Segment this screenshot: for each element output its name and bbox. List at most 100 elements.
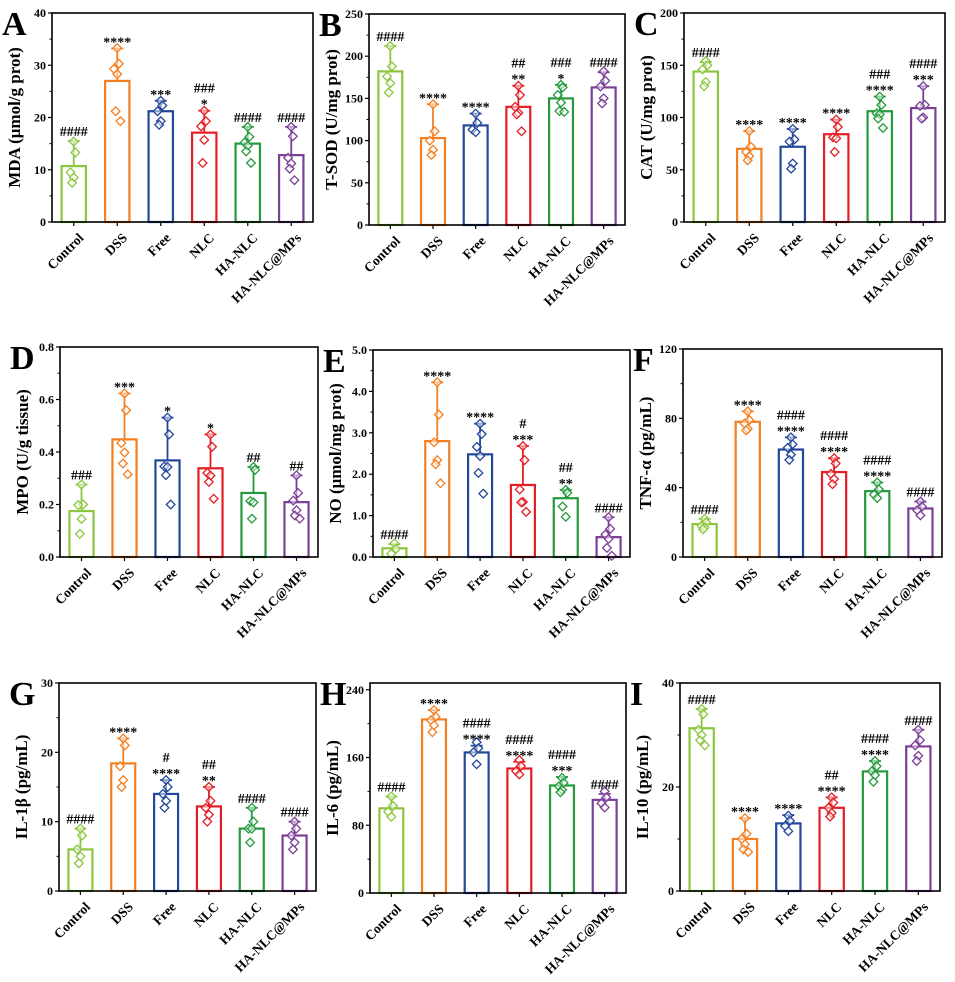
significance-stars: * [201, 98, 208, 113]
data-point [872, 492, 883, 504]
x-tick-label: Free [150, 899, 179, 928]
data-point [601, 792, 612, 803]
y-axis-title: TNF-α (pg/mL) [636, 397, 655, 510]
data-point [552, 89, 564, 101]
data-point [163, 429, 175, 440]
panel-letter: D [10, 340, 35, 377]
data-point [386, 791, 397, 802]
significance-stars: ** [202, 774, 216, 789]
y-tick-label: 100 [660, 111, 678, 125]
significance-hash: #### [595, 501, 623, 516]
data-point [119, 740, 131, 751]
data-point [560, 511, 571, 523]
significance-stars: **** [818, 784, 846, 799]
y-tick-label: 150 [660, 58, 678, 72]
significance-stars: ** [511, 73, 525, 88]
significance-hash: #### [60, 125, 88, 140]
data-point [242, 121, 253, 133]
data-point [916, 113, 927, 124]
data-point [468, 747, 479, 758]
significance-hash: #### [238, 792, 266, 807]
bar-ha-nlc-mps [905, 745, 932, 893]
bar-free [779, 145, 807, 224]
plot-frame [369, 682, 627, 894]
data-point [598, 66, 609, 77]
bar-ha-nlc [238, 827, 265, 893]
data-point [697, 64, 708, 75]
y-tick-label: 0 [672, 215, 678, 229]
significance-hash: ### [71, 469, 92, 484]
data-point [205, 429, 216, 440]
panel-letter: I [630, 676, 643, 713]
data-point [520, 506, 532, 518]
x-tick-label: NLC [501, 901, 532, 932]
significance-hash: ## [290, 459, 304, 474]
data-point [694, 734, 706, 746]
data-point [203, 781, 215, 793]
significance-stars: **** [103, 36, 131, 51]
data-point [698, 708, 709, 720]
data-point [246, 513, 258, 524]
significance-stars: **** [462, 101, 490, 116]
data-point [66, 177, 78, 189]
data-point [115, 115, 126, 127]
y-tick-label: 40 [665, 481, 677, 495]
data-point [595, 81, 606, 92]
y-axis-title: MPO (U/g tissue) [13, 389, 32, 515]
data-point [918, 80, 929, 92]
significance-stars: **** [822, 107, 850, 122]
significance-hash: # [519, 417, 526, 432]
data-point [249, 464, 261, 476]
data-point [877, 122, 889, 134]
significance-stars: **** [731, 805, 759, 820]
panel-letter: C [634, 6, 659, 43]
data-point [116, 437, 127, 449]
significance-hash: #### [863, 453, 891, 468]
significance-hash: #### [234, 111, 262, 126]
y-tick-label: 240 [346, 683, 364, 697]
data-point [515, 760, 527, 772]
x-tick-label: Control [44, 230, 86, 272]
data-point [208, 493, 219, 504]
panel-e: ENO (μmol/mg prot)####Control****DSS****… [323, 343, 631, 641]
significance-stars: **** [779, 116, 807, 131]
data-point [913, 724, 924, 736]
data-point [73, 858, 85, 869]
bar-nlc [822, 133, 850, 224]
data-point [914, 100, 926, 112]
significance-hash: #### [505, 733, 533, 748]
significance-stars: *** [150, 88, 171, 103]
bar-ha-nlc-mps [909, 106, 937, 224]
data-point [915, 510, 926, 521]
data-point [116, 781, 127, 793]
data-point [110, 106, 121, 117]
data-point [157, 100, 168, 111]
significance-stars: * [207, 421, 214, 436]
data-point [435, 478, 446, 489]
significance-stars: **** [466, 411, 494, 426]
significance-hash: #### [820, 429, 848, 444]
data-point [824, 811, 836, 822]
y-tick-label: 120 [659, 342, 677, 356]
data-point [386, 61, 398, 72]
data-point [152, 106, 163, 117]
y-tick-label: 0.0 [352, 550, 367, 564]
panel-letter: A [2, 6, 27, 43]
y-tick-label: 10 [41, 815, 53, 829]
y-tick-label: 10 [34, 163, 46, 177]
data-point [513, 80, 524, 91]
y-tick-label: 250 [345, 7, 363, 21]
bar-control [688, 727, 715, 893]
y-tick-label: 0 [671, 550, 677, 564]
data-point [76, 479, 87, 490]
data-point [246, 823, 257, 834]
data-point [471, 441, 483, 453]
data-point [284, 163, 295, 174]
significance-stars: **** [152, 767, 180, 782]
plot-frame [683, 12, 946, 223]
significance-hash: #### [548, 748, 576, 763]
data-point [784, 454, 795, 466]
y-axis-title: IL-10 (pg/mL) [633, 735, 652, 839]
data-point [424, 135, 436, 146]
